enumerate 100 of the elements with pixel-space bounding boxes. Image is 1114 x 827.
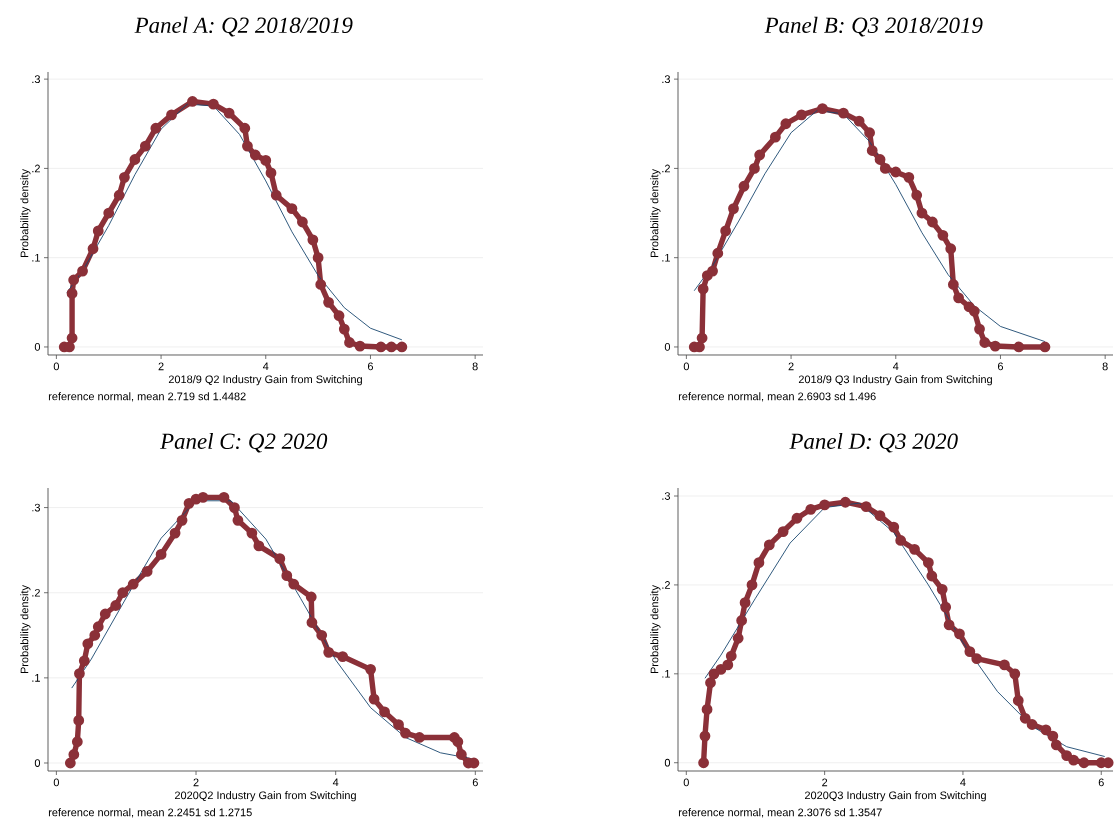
y-axis-title: Probability density [650,585,661,674]
y-axis-title: Probability density [20,585,31,674]
point [141,566,153,577]
point [68,749,80,760]
point [701,703,713,715]
point [890,166,902,178]
point [400,727,411,739]
point [1019,712,1031,724]
point [909,543,920,555]
point [937,229,949,241]
point [968,305,980,317]
point [354,340,366,352]
point [270,189,282,201]
point [315,279,327,290]
point [150,122,162,134]
point [696,332,708,344]
point [1050,739,1062,751]
point [129,154,141,165]
point [73,715,85,726]
x-tick-label: 2 [193,778,199,787]
x-tick-label: 6 [367,362,374,371]
point [945,243,957,255]
point [414,732,425,743]
point [249,149,261,161]
y-tick-label: .1 [32,253,40,262]
point [916,207,928,219]
point [1040,724,1052,736]
point [699,730,711,742]
point [333,310,345,322]
point [113,189,125,201]
point [953,292,964,304]
x-tick-label: 4 [332,778,339,787]
point [306,617,318,628]
point [707,265,718,277]
point [866,145,878,156]
point [739,597,751,609]
chart-title: Panel C: Q2 2020 [159,432,328,453]
point [769,131,781,143]
x-tick-label: 0 [683,778,689,787]
point [791,512,803,524]
point [817,103,828,114]
point [874,154,886,165]
y-axis-title: Probability density [20,169,31,258]
point [64,757,76,769]
y-tick-label: 0 [34,759,41,767]
point [110,600,122,611]
point [974,323,985,335]
point [839,496,851,508]
point [796,109,807,121]
y-tick-label: .2 [32,588,40,597]
point [725,650,737,662]
chart-title: Panel B: Q3 2018/2019 [764,16,983,37]
y-tick-label: .2 [662,164,670,173]
point [903,171,915,183]
point [78,655,90,667]
point [947,279,959,290]
point [927,216,938,228]
x-tick-label: 2 [788,362,794,371]
point [385,341,397,353]
point [1068,754,1079,766]
point [365,663,376,675]
x-axis-title: 2018/9 Q3 Industry Gain from Switching [798,375,992,386]
point [344,337,355,348]
point [1078,757,1090,769]
point [922,557,934,569]
x-tick-label: 0 [683,362,689,371]
point [864,127,875,139]
x-tick-label: 8 [1102,362,1108,371]
point [911,189,923,201]
point [305,591,317,603]
point [712,247,724,259]
point [265,167,277,179]
y-tick-label: .2 [32,164,40,173]
point [819,499,831,511]
y-tick-label: 0 [34,343,41,351]
point [728,203,739,214]
point [979,337,991,348]
x-tick-label: 4 [892,362,899,371]
point [895,535,907,546]
point [940,601,952,613]
point [736,615,748,626]
point [874,510,886,521]
y-tick-label: .2 [662,581,670,589]
x-tick-label: 6 [1098,778,1104,787]
point [82,638,94,650]
point [286,203,298,214]
point [754,149,766,161]
y-tick-label: .1 [662,253,670,262]
point [218,491,230,503]
point [971,653,983,665]
point [989,340,1001,352]
point [1061,750,1073,762]
point [708,668,720,680]
point [777,526,789,537]
point [393,719,404,731]
point [223,107,235,119]
point [963,301,975,313]
point [297,216,308,228]
point [323,646,335,658]
point [368,693,380,705]
